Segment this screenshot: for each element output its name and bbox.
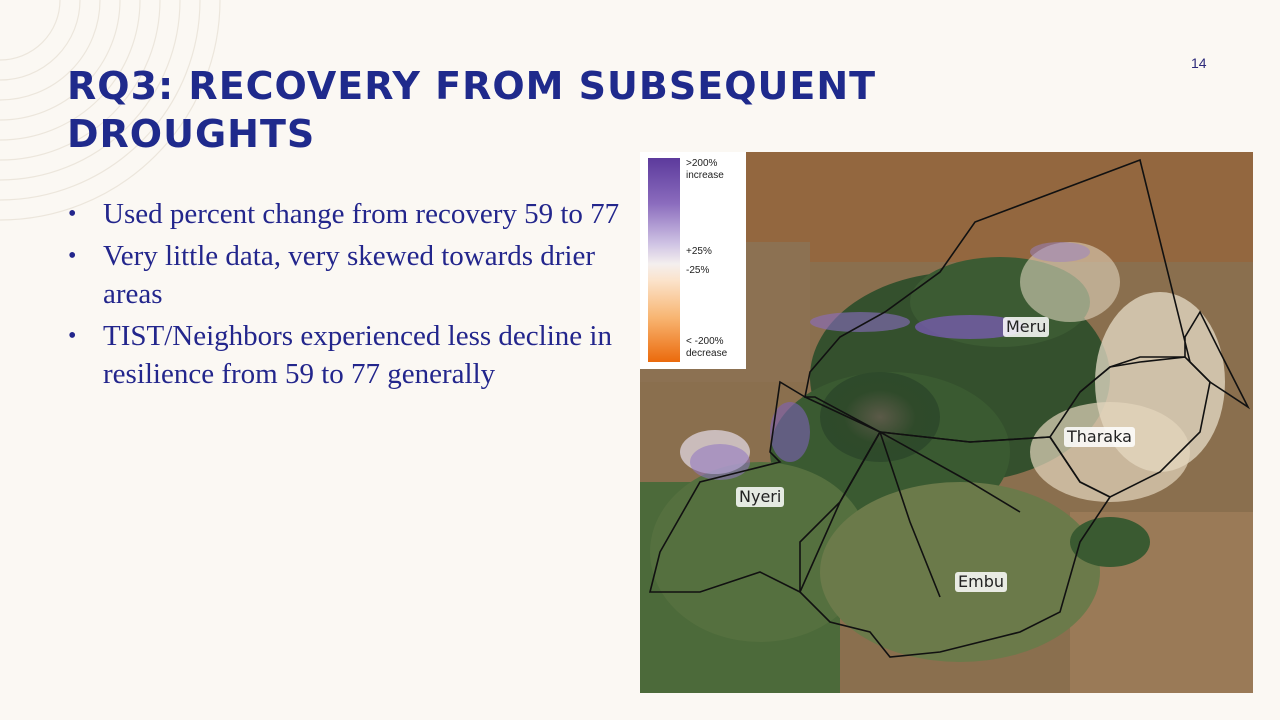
resilience-map: >200% increase +25% -25% < -200% decreas… <box>640 152 1253 693</box>
bullet-item: • TIST/Neighbors experienced less declin… <box>66 317 626 393</box>
legend-label-mid-upper: +25% <box>686 246 712 257</box>
bullet-dot-icon: • <box>68 243 77 269</box>
region-label-nyeri: Nyeri <box>736 487 785 507</box>
slide-title: RQ3: Recovery from Subsequent Droughts <box>67 64 877 156</box>
bullet-text: TIST/Neighbors experienced less decline … <box>103 320 612 390</box>
bullet-dot-icon: • <box>68 323 77 349</box>
bullet-dot-icon: • <box>68 201 77 227</box>
map-legend: >200% increase +25% -25% < -200% decreas… <box>640 152 746 369</box>
legend-label-mid-lower: -25% <box>686 265 710 276</box>
region-label-tharaka: Tharaka <box>1064 427 1135 447</box>
region-label-embu: Embu <box>955 572 1007 592</box>
legend-label-top: >200% increase <box>686 158 724 181</box>
bullet-item: • Used percent change from recovery 59 t… <box>66 195 626 233</box>
region-label-meru: Meru <box>1003 317 1050 337</box>
bullet-text: Very little data, very skewed towards dr… <box>103 240 596 310</box>
page-number: 14 <box>1191 55 1207 71</box>
legend-label-bottom: < -200% decrease <box>686 336 728 359</box>
legend-color-scale <box>648 158 680 362</box>
bullet-item: • Very little data, very skewed towards … <box>66 237 626 313</box>
bullet-text: Used percent change from recovery 59 to … <box>103 198 620 230</box>
satellite-map-image <box>640 152 1253 693</box>
bullet-list: • Used percent change from recovery 59 t… <box>66 195 626 397</box>
